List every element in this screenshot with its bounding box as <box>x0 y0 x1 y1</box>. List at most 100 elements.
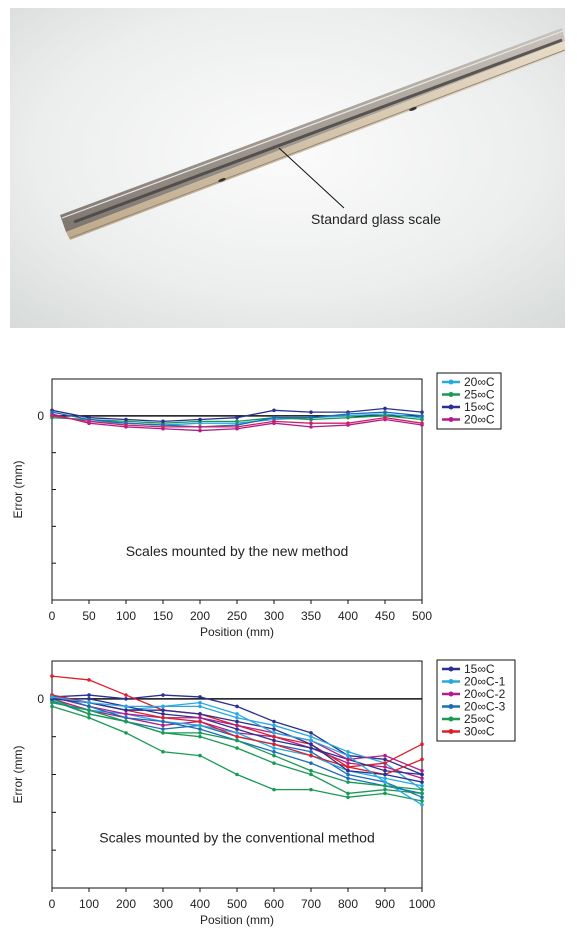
data-point <box>420 802 424 807</box>
data-point <box>50 674 54 678</box>
glass-scale-bar <box>60 28 566 240</box>
legend-marker <box>448 417 454 422</box>
data-point <box>420 776 424 781</box>
data-point <box>272 731 276 735</box>
data-point <box>235 723 239 728</box>
data-point <box>346 753 350 758</box>
data-point <box>272 419 276 424</box>
series-unlabeled <box>50 700 424 792</box>
x-tick-label: 100 <box>116 609 136 623</box>
legend-label: 20∞C-3 <box>464 700 506 714</box>
legend-item: 30∞C <box>442 725 495 739</box>
y-axis-title: Error (mm) <box>11 746 25 804</box>
data-point <box>346 421 350 425</box>
legend-marker <box>448 729 454 734</box>
series-lines <box>50 674 424 807</box>
data-point <box>235 712 239 716</box>
data-point <box>346 795 350 799</box>
data-point <box>309 410 313 414</box>
data-point <box>420 757 424 762</box>
legend-marker <box>448 666 454 672</box>
data-point <box>383 772 387 777</box>
glass-scale-illustration: Standard glass scale <box>10 8 566 328</box>
legend-label: 25∞C <box>464 712 495 726</box>
data-point <box>383 791 387 796</box>
data-point <box>309 742 313 747</box>
data-point <box>124 693 128 697</box>
x-tick-label: 300 <box>153 897 173 911</box>
x-tick-label: 0 <box>49 609 56 623</box>
data-point <box>161 419 165 424</box>
data-point <box>198 428 202 433</box>
data-point <box>124 708 128 712</box>
data-point <box>420 799 424 803</box>
legend-item: 20∞C <box>442 413 495 427</box>
data-point <box>161 727 165 731</box>
callout-line <box>278 147 345 209</box>
data-point <box>309 734 313 739</box>
x-tick-label: 600 <box>264 897 284 911</box>
x-tick-label: 0 <box>49 897 56 911</box>
data-point <box>420 410 424 414</box>
legend-item: 20∞C-2 <box>442 687 506 701</box>
data-point <box>346 412 350 416</box>
data-point <box>198 700 202 705</box>
x-tick-label: 200 <box>190 609 210 623</box>
data-point <box>383 768 387 773</box>
series-lines <box>50 406 424 433</box>
data-point <box>50 410 54 414</box>
x-axis-ticks: 0 50 100 150 200 250 300 350 400 450 500 <box>49 600 432 623</box>
glass-scale-photo: Standard glass scale <box>10 8 566 328</box>
data-point <box>383 776 387 781</box>
legend: 20∞C25∞C15∞C20∞C <box>436 372 502 430</box>
x-tick-label: 50 <box>82 609 96 623</box>
data-point <box>198 727 202 731</box>
data-point <box>235 715 239 720</box>
data-point <box>235 415 239 420</box>
data-point <box>87 715 91 720</box>
x-tick-label: 150 <box>153 609 173 623</box>
x-tick-label: 900 <box>375 897 395 911</box>
data-point <box>420 417 424 422</box>
legend-label: 15∞C <box>464 400 495 414</box>
data-point <box>309 772 313 777</box>
data-point <box>346 761 350 765</box>
legend-label: 20∞C <box>464 413 495 427</box>
legend-item: 20∞C <box>442 375 495 389</box>
data-point <box>383 787 387 792</box>
data-point <box>420 768 424 773</box>
data-point <box>309 738 313 743</box>
legend-marker <box>448 379 454 385</box>
data-point <box>161 425 165 429</box>
data-point <box>87 697 91 701</box>
y-tick-label: 0 <box>37 692 44 706</box>
data-point <box>198 695 202 699</box>
data-point <box>346 776 350 781</box>
data-point <box>161 723 165 728</box>
data-point <box>272 415 276 420</box>
data-point <box>124 712 128 716</box>
x-tick-label: 100 <box>79 897 99 911</box>
data-point <box>124 704 128 709</box>
data-point <box>346 750 350 754</box>
data-point <box>87 708 91 712</box>
legend-label: 25∞C <box>464 388 495 402</box>
legend: 15∞C20∞C-120∞C-220∞C-325∞C30∞C <box>436 659 516 742</box>
x-tick-label: 800 <box>338 897 358 911</box>
legend-box <box>436 659 516 742</box>
chart-new-method: 0 0 50 100 150 200 250 300 350 400 450 500 Error (… <box>0 368 577 643</box>
data-point <box>346 768 350 773</box>
data-point <box>198 731 202 735</box>
data-point <box>235 727 239 731</box>
data-point <box>198 425 202 429</box>
data-point <box>309 425 313 429</box>
data-point <box>346 780 350 784</box>
data-point <box>420 784 424 788</box>
data-point <box>235 425 239 429</box>
data-point <box>161 693 165 697</box>
data-point <box>309 787 313 792</box>
data-point <box>87 419 91 424</box>
data-point <box>235 704 239 709</box>
data-point <box>235 738 239 743</box>
data-point <box>272 723 276 728</box>
